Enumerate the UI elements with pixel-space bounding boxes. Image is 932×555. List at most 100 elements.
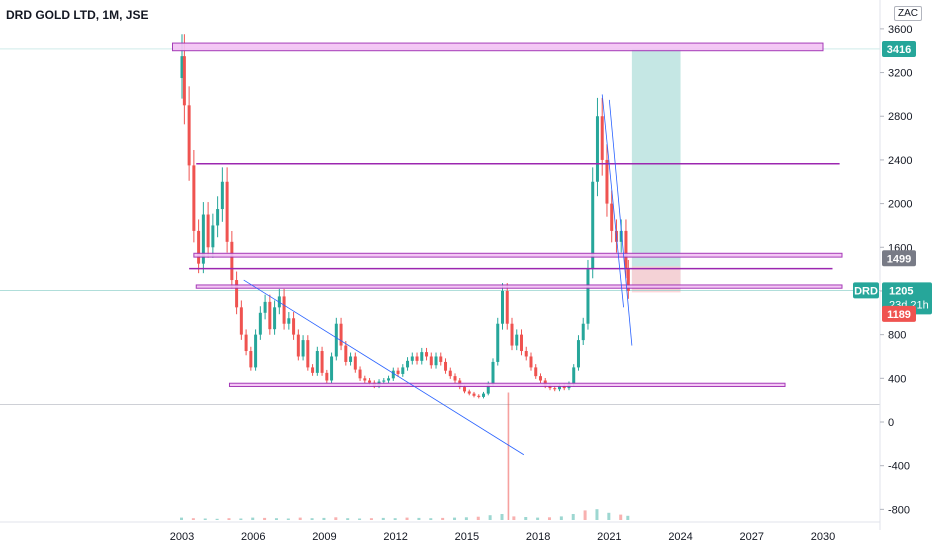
candle-body [315, 351, 319, 373]
candle-body [576, 340, 580, 368]
level-price-tag-bg [882, 250, 916, 267]
x-tick-label: 2009 [312, 531, 336, 543]
candle-body [619, 230, 623, 242]
candle-body [510, 323, 514, 346]
candle-body [472, 393, 476, 396]
stop-price-tag-text: 1189 [887, 309, 911, 321]
candle-body [368, 380, 372, 383]
x-tick-label: 2018 [526, 531, 550, 543]
candle-body [439, 356, 443, 362]
candle-body [548, 385, 552, 389]
volume-bar [310, 518, 314, 520]
y-tick-label: -800 [888, 504, 910, 516]
candle-body [382, 380, 386, 382]
volume-bar [239, 518, 243, 520]
volume-bar [369, 518, 373, 520]
candle-body [415, 356, 419, 361]
candle-body [254, 334, 258, 368]
candle-body [467, 391, 471, 394]
candle-body [268, 301, 272, 330]
candle-body [515, 334, 519, 346]
candle-body [349, 356, 353, 362]
volume-bar [191, 518, 195, 520]
candle-body [448, 370, 452, 377]
candle-body [586, 269, 590, 324]
trendline-3 [601, 94, 624, 308]
candle-body [353, 356, 357, 370]
candle-body [534, 367, 538, 377]
candle-body [401, 367, 405, 374]
volume-bar [263, 517, 267, 520]
symbol-tag-text: DRD [854, 285, 878, 297]
y-tick-label: 3600 [888, 24, 912, 36]
candle-body [562, 385, 566, 389]
candle-body [420, 352, 424, 361]
candle-body [429, 356, 433, 366]
candle-body [235, 280, 239, 308]
volume-bar [393, 518, 397, 520]
target-price-tag[interactable]: 3416 [882, 40, 916, 57]
candle-body [334, 323, 338, 357]
candle-body [225, 181, 229, 242]
target-zone [631, 48, 681, 291]
volume-bar [607, 512, 611, 520]
candle-body [363, 378, 367, 381]
y-tick-label: -400 [888, 461, 910, 473]
candle-body [206, 214, 210, 248]
volume-bar [286, 518, 290, 520]
candle-body [491, 361, 495, 384]
x-tick-label: 2003 [170, 531, 194, 543]
trendline-2 [608, 99, 633, 346]
candle-body [557, 385, 561, 390]
candle-body [453, 376, 457, 381]
candle-body [211, 225, 215, 248]
candle-body [292, 318, 296, 335]
x-tick-label: 2024 [668, 531, 692, 543]
x-tick-label: 2006 [241, 531, 265, 543]
volume-bar [595, 509, 599, 520]
candle-body [282, 296, 286, 324]
candle-body [287, 318, 291, 324]
volume-bar [429, 518, 433, 520]
volume-bar [626, 515, 630, 520]
volume-bar [358, 518, 362, 520]
candle-body [330, 356, 334, 381]
candle-body [610, 203, 614, 231]
candle-body [192, 165, 196, 231]
level-box-1 [172, 42, 824, 52]
y-tick-label: 2800 [888, 111, 912, 123]
stop-price-tag[interactable]: 1189 [882, 305, 916, 322]
x-tick-label: 2012 [383, 531, 407, 543]
volume-bar [203, 518, 207, 520]
volume-bar [346, 518, 350, 520]
candle-body [306, 340, 310, 368]
volume-bar [500, 514, 504, 520]
candle-body [216, 209, 220, 226]
candle-body [301, 340, 305, 357]
volume-bar [547, 517, 551, 520]
currency-badge[interactable]: ZAC [894, 6, 922, 21]
candle-body [524, 351, 528, 357]
candle-body [505, 290, 509, 324]
candle-body [311, 367, 315, 373]
candle-body [201, 214, 205, 264]
symbol-tag: DRD [853, 282, 879, 299]
volume-bar [476, 516, 480, 520]
level-price-tag[interactable]: 1499 [882, 250, 916, 267]
volume-bar [334, 517, 338, 520]
y-tick-label: 2000 [888, 199, 912, 211]
volume-bar [441, 517, 445, 520]
volume-bar [227, 518, 231, 520]
candle-body [572, 367, 576, 384]
candle-body [529, 356, 533, 368]
y-tick-label: 2400 [888, 155, 912, 167]
candle-body [296, 334, 300, 357]
volume-bar [536, 517, 540, 520]
x-tick-label: 2021 [597, 531, 621, 543]
candle-body [197, 230, 201, 264]
volume-bar [464, 517, 468, 520]
candle-body [600, 116, 604, 160]
candle-body [230, 241, 234, 281]
target-price-tag-bg [882, 40, 916, 57]
